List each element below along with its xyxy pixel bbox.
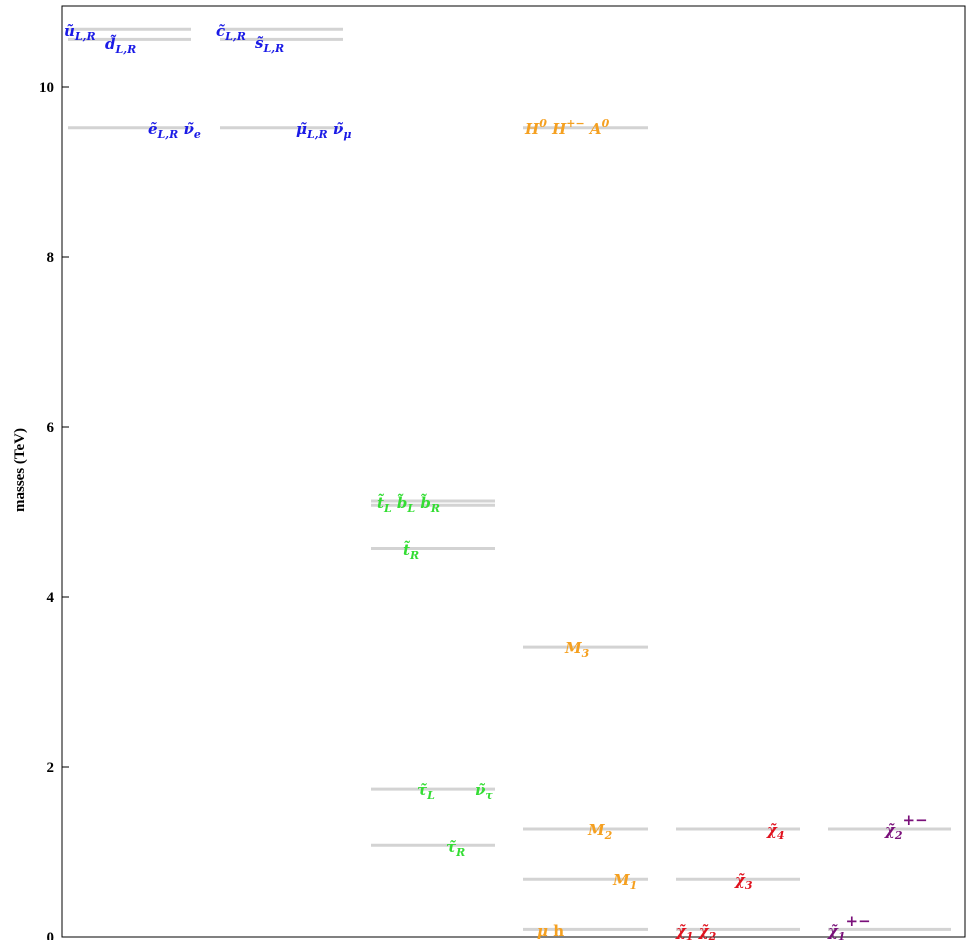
label-stau-l: τ̃L [417, 781, 435, 802]
label-higgs: H0 H+− A0 [524, 117, 610, 138]
label-s-squark: s̃L,R [255, 34, 284, 55]
y-axis-title: masses (TeV) [12, 428, 28, 512]
label-d-squark: d̃L,R [105, 33, 136, 56]
label-mu-slepton: μ̃L,R ν̃μ [296, 120, 351, 141]
y-tick-label: 10 [39, 80, 54, 96]
label-e-slepton: ẽL,R ν̃e [148, 120, 201, 141]
y-tick-label: 0 [47, 930, 55, 940]
label-m3: M3 [564, 639, 590, 660]
label-sneutrino-tau: ν̃τ [475, 781, 493, 802]
label-chi4: χ̃4 [766, 821, 785, 842]
y-tick-label: 6 [47, 420, 55, 436]
plot-frame [61, 5, 966, 938]
label-stop-r: t̃R [403, 539, 419, 562]
level-labels: ũL,R d̃L,R ẽL,R ν̃e c̃L,R s̃L,R μ̃L,R ν̃μ t̃L … [64, 22, 928, 940]
label-stop-sbottom: t̃L b̃L b̃R [377, 492, 440, 515]
label-chargino1: χ̃1+− [827, 912, 871, 940]
label-m1: M1 [612, 871, 637, 892]
label-stau-r: τ̃R [446, 838, 465, 859]
y-axis: 0 2 4 6 8 10 [39, 80, 69, 940]
label-chi1-chi2: χ̃1 χ̃2 [675, 922, 717, 940]
label-c-squark: c̃L,R [216, 22, 246, 43]
label-mu-h: μ h [537, 922, 564, 940]
label-chargino2: χ̃2+− [884, 811, 928, 842]
label-u-squark: ũL,R [64, 22, 96, 43]
y-tick-label: 2 [47, 760, 55, 776]
y-tick-label: 4 [47, 590, 55, 606]
level-lines [68, 27, 951, 931]
label-chi3: χ̃3 [734, 871, 753, 892]
y-tick-label: 8 [47, 250, 55, 266]
label-m2: M2 [587, 821, 613, 842]
